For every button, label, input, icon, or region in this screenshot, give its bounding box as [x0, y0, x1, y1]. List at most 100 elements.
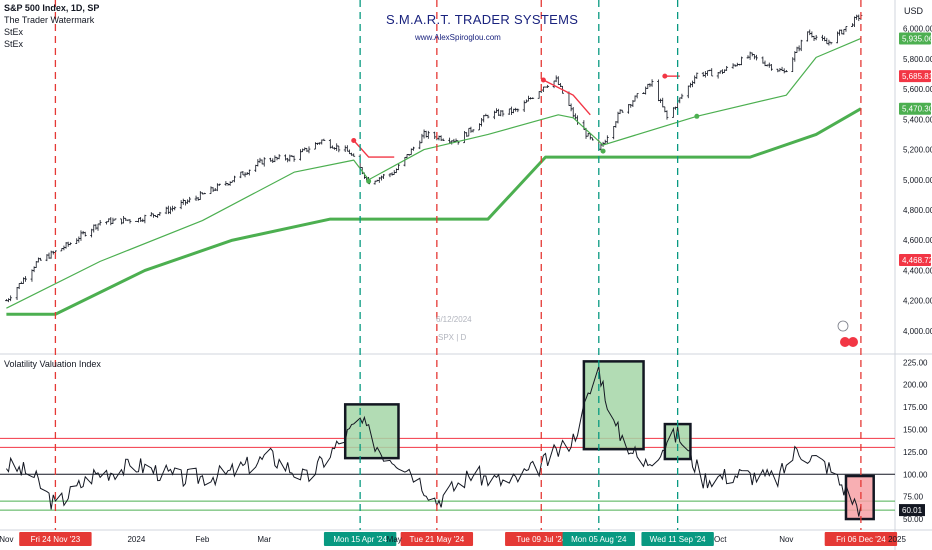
- price-bar: [83, 231, 87, 237]
- price-bar: [96, 223, 100, 231]
- price-bar: [531, 97, 535, 100]
- osc-title: Volatility Valuation Index: [4, 359, 101, 369]
- price-bar: [814, 34, 818, 41]
- stop-dot: [662, 73, 668, 79]
- alert-icons: [837, 320, 858, 347]
- stop-line: [353, 140, 395, 158]
- price-bar: [92, 224, 96, 233]
- watermark-label: The Trader Watermark: [4, 15, 95, 25]
- price-bar: [394, 168, 398, 174]
- event-date-text: Tue 09 Jul '24: [516, 535, 566, 544]
- stex-fast-line: [6, 37, 862, 309]
- currency-label: USD: [904, 6, 924, 16]
- osc-tick-label: 225.00: [903, 358, 928, 367]
- price-bar: [808, 29, 812, 36]
- event-date-text: Mon 05 Aug '24: [571, 535, 627, 544]
- price-bar: [77, 236, 81, 243]
- price-bar: [629, 104, 633, 108]
- price-bar: [15, 286, 19, 300]
- price-bar: [335, 143, 339, 151]
- price-bar: [299, 149, 302, 161]
- event-date-label: Tue 09 Jul '24: [505, 532, 578, 546]
- price-label-tag: 5,935.06: [899, 32, 932, 45]
- price-bar: [288, 154, 292, 162]
- price-bar: [186, 199, 189, 204]
- price-bar: [120, 218, 123, 225]
- price-bar: [689, 82, 692, 88]
- price-tick-label: 4,000.00: [903, 327, 932, 336]
- price-bar: [113, 218, 117, 221]
- price-bar: [292, 155, 296, 162]
- stex-dot: [694, 113, 700, 119]
- time-axis-label: Feb: [196, 535, 210, 544]
- price-bar: [149, 212, 153, 217]
- osc-tick-label: 175.00: [903, 403, 928, 412]
- stex-slow-line: [6, 107, 862, 316]
- price-bar: [188, 196, 192, 203]
- price-bar: [9, 295, 13, 302]
- price-bar: [277, 154, 281, 160]
- price-bar: [203, 192, 206, 195]
- price-bar: [412, 146, 415, 151]
- time-axis-label: Oct: [714, 535, 727, 544]
- price-bar: [605, 135, 609, 144]
- price-tick-label: 4,600.00: [903, 236, 932, 245]
- price-tick-label: 5,200.00: [903, 146, 932, 155]
- price-bar: [313, 142, 317, 150]
- event-date-label: Tue 21 May '24: [400, 532, 474, 546]
- price-bar: [755, 54, 758, 61]
- price-bars: [4, 12, 863, 303]
- price-bar: [691, 80, 694, 88]
- event-date-label: Fri 06 Dec '24: [824, 532, 898, 546]
- price-bar: [693, 75, 697, 84]
- price-bar: [156, 214, 160, 219]
- price-tick-label: 4,200.00: [903, 297, 932, 306]
- price-bar: [650, 79, 654, 87]
- price-bar: [215, 183, 219, 192]
- price-bar: [345, 145, 349, 152]
- price-bar: [128, 219, 132, 224]
- stop-lines: [351, 73, 680, 158]
- price-bar: [857, 14, 861, 22]
- price-bar: [390, 172, 394, 176]
- event-date-text: Fri 24 Nov '23: [31, 535, 81, 544]
- osc-tick-label: 75.00: [903, 493, 924, 502]
- price-bar: [686, 85, 690, 99]
- price-tick-label: 5,400.00: [903, 115, 932, 124]
- time-axis-label: Mar: [257, 535, 271, 544]
- price-bar: [556, 76, 560, 85]
- price-bar: [480, 117, 483, 127]
- price-bar: [703, 71, 707, 78]
- price-bar: [254, 164, 258, 172]
- price-bar: [740, 56, 743, 66]
- osc-last-value-tag: 60.01: [899, 504, 925, 517]
- price-bar: [303, 147, 307, 151]
- osc-tick-label: 100.00: [903, 470, 928, 479]
- osc-line: [5, 366, 862, 517]
- symbol-title: S&P 500 Index, 1D, SP: [4, 3, 100, 13]
- price-bar: [382, 173, 385, 180]
- price-bar: [213, 188, 217, 191]
- price-bar: [720, 69, 724, 75]
- price-bar: [380, 175, 383, 181]
- price-bar: [173, 206, 177, 211]
- price-bar: [657, 79, 660, 102]
- price-bar: [770, 64, 773, 71]
- price-bar: [612, 126, 616, 140]
- osc-highlight-box: [582, 360, 645, 451]
- price-bar: [343, 145, 347, 152]
- price-bar: [695, 72, 699, 79]
- price-bar: [782, 68, 786, 74]
- price-bar: [179, 200, 183, 210]
- center-symbol: SPX | D: [438, 333, 467, 342]
- price-bar: [467, 127, 471, 137]
- price-bar: [471, 129, 475, 133]
- osc-last-value: 60.01: [902, 506, 923, 515]
- price-bar: [137, 217, 140, 223]
- time-axis-label: Nov: [779, 535, 793, 544]
- price-bar: [198, 191, 202, 200]
- price-bar: [725, 65, 729, 71]
- price-bar: [806, 31, 810, 42]
- price-bar: [441, 138, 445, 141]
